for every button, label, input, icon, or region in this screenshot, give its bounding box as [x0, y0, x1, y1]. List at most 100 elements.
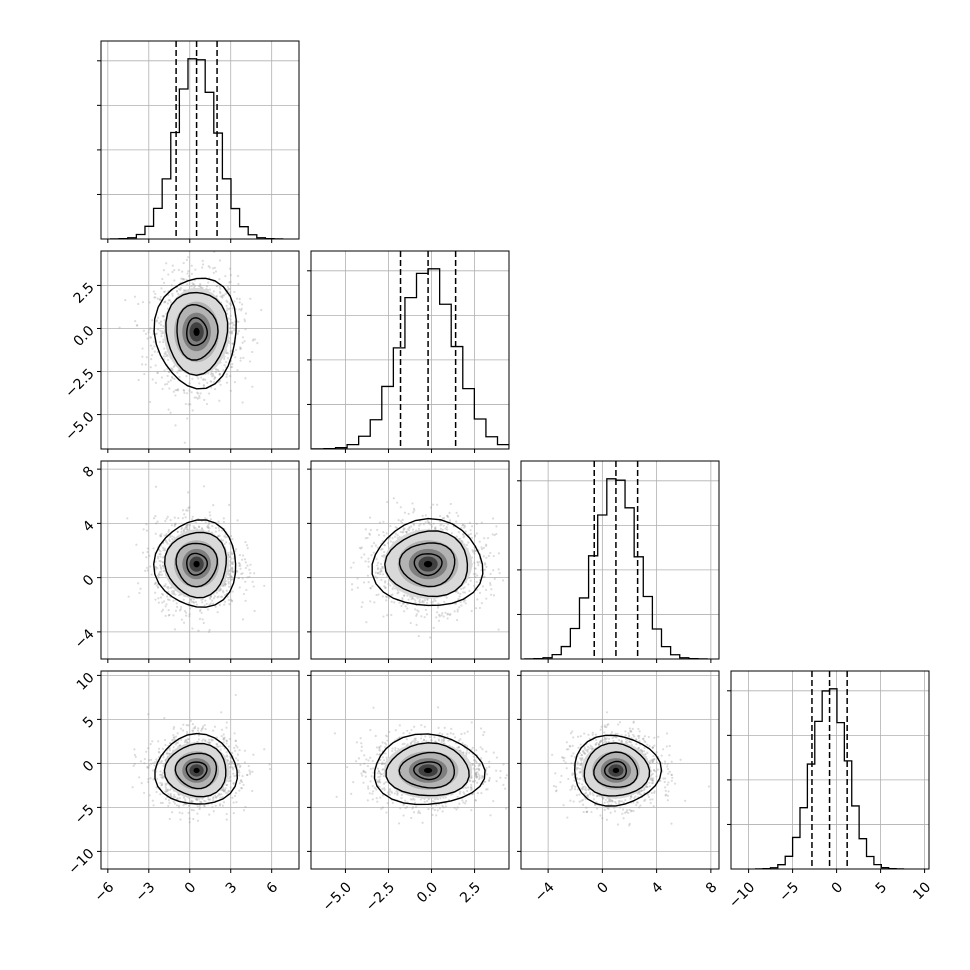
sample-point — [181, 517, 184, 520]
sample-point — [455, 520, 458, 523]
sample-point — [388, 596, 391, 599]
sample-point — [425, 613, 429, 616]
sample-point — [212, 374, 215, 377]
sample-point — [198, 382, 201, 385]
sample-point — [392, 586, 395, 589]
sample-point — [163, 301, 166, 304]
sample-point — [246, 576, 249, 579]
sample-point — [386, 614, 389, 617]
sample-point — [231, 566, 234, 569]
sample-point — [448, 511, 451, 514]
sample-point — [385, 532, 388, 535]
sample-point — [198, 800, 201, 803]
sample-point — [478, 591, 482, 595]
sample-point — [244, 599, 247, 602]
sample-point — [208, 628, 211, 632]
sample-point — [461, 524, 464, 527]
sample-point — [227, 578, 230, 581]
sample-point — [207, 529, 210, 533]
sample-point — [393, 535, 397, 538]
sample-point — [241, 577, 244, 580]
sample-point — [212, 602, 215, 605]
sample-point — [238, 564, 241, 568]
sample-point — [403, 610, 406, 613]
sample-point — [214, 530, 217, 533]
sample-point — [208, 527, 211, 530]
sample-point — [228, 574, 231, 577]
sample-point — [256, 342, 259, 345]
sample-point — [159, 323, 163, 326]
sample-point — [441, 528, 444, 531]
sample-point — [203, 804, 206, 807]
sample-point — [422, 601, 425, 604]
sample-point — [168, 387, 171, 390]
sample-point — [169, 519, 172, 522]
sample-point — [231, 569, 234, 572]
sample-point — [156, 586, 160, 589]
sample-point — [231, 562, 234, 565]
sample-point — [193, 526, 196, 530]
sample-point — [449, 613, 452, 616]
sample-point — [404, 605, 407, 608]
sample-point — [191, 377, 194, 380]
sample-point — [162, 569, 165, 573]
sample-point — [401, 521, 404, 525]
sample-point — [411, 596, 414, 599]
sample-point — [208, 630, 211, 633]
sample-point — [463, 524, 466, 527]
sample-point — [497, 552, 501, 555]
sample-point — [231, 326, 234, 329]
sample-point — [222, 520, 226, 523]
sample-point — [240, 309, 243, 312]
sample-point — [135, 543, 138, 546]
sample-point — [439, 524, 442, 527]
sample-point — [162, 281, 166, 284]
sample-point — [230, 330, 234, 333]
sample-point — [248, 360, 252, 363]
sample-point — [483, 562, 487, 565]
sample-point — [174, 389, 177, 392]
sample-point — [164, 585, 167, 588]
sample-point — [158, 573, 162, 577]
sample-point — [222, 737, 225, 740]
sample-point — [156, 371, 159, 374]
sample-point — [226, 300, 229, 304]
sample-point — [253, 609, 256, 613]
sample-point — [171, 590, 174, 593]
sample-point — [153, 583, 157, 586]
sample-point — [213, 377, 216, 380]
sample-point — [474, 549, 477, 552]
sample-point — [423, 616, 426, 619]
sample-point — [162, 564, 165, 567]
sample-point — [226, 357, 230, 360]
sample-point — [424, 521, 427, 524]
sample-point — [406, 528, 409, 531]
sample-point — [231, 307, 234, 310]
sample-point — [173, 522, 177, 526]
sample-point — [149, 336, 152, 339]
sample-point — [207, 526, 210, 529]
sample-point — [167, 528, 171, 532]
sample-point — [243, 558, 247, 561]
sample-point — [457, 597, 460, 601]
sample-point — [515, 600, 517, 602]
sample-point — [244, 580, 247, 583]
sample-point — [225, 589, 228, 592]
sample-point — [218, 399, 221, 402]
sample-point — [429, 636, 432, 639]
sample-point — [149, 777, 152, 780]
sample-point — [238, 586, 241, 589]
sample-point — [190, 598, 193, 601]
sample-point — [162, 314, 165, 317]
sample-point — [253, 572, 256, 575]
sample-point — [447, 516, 450, 519]
sample-point — [223, 542, 226, 546]
sample-point — [171, 377, 174, 380]
sample-point — [228, 603, 231, 606]
sample-point — [137, 302, 140, 306]
sample-point — [159, 295, 162, 299]
sample-point — [400, 604, 403, 608]
sample-point — [211, 739, 214, 742]
sample-point — [193, 284, 197, 287]
sample-point — [228, 326, 232, 330]
